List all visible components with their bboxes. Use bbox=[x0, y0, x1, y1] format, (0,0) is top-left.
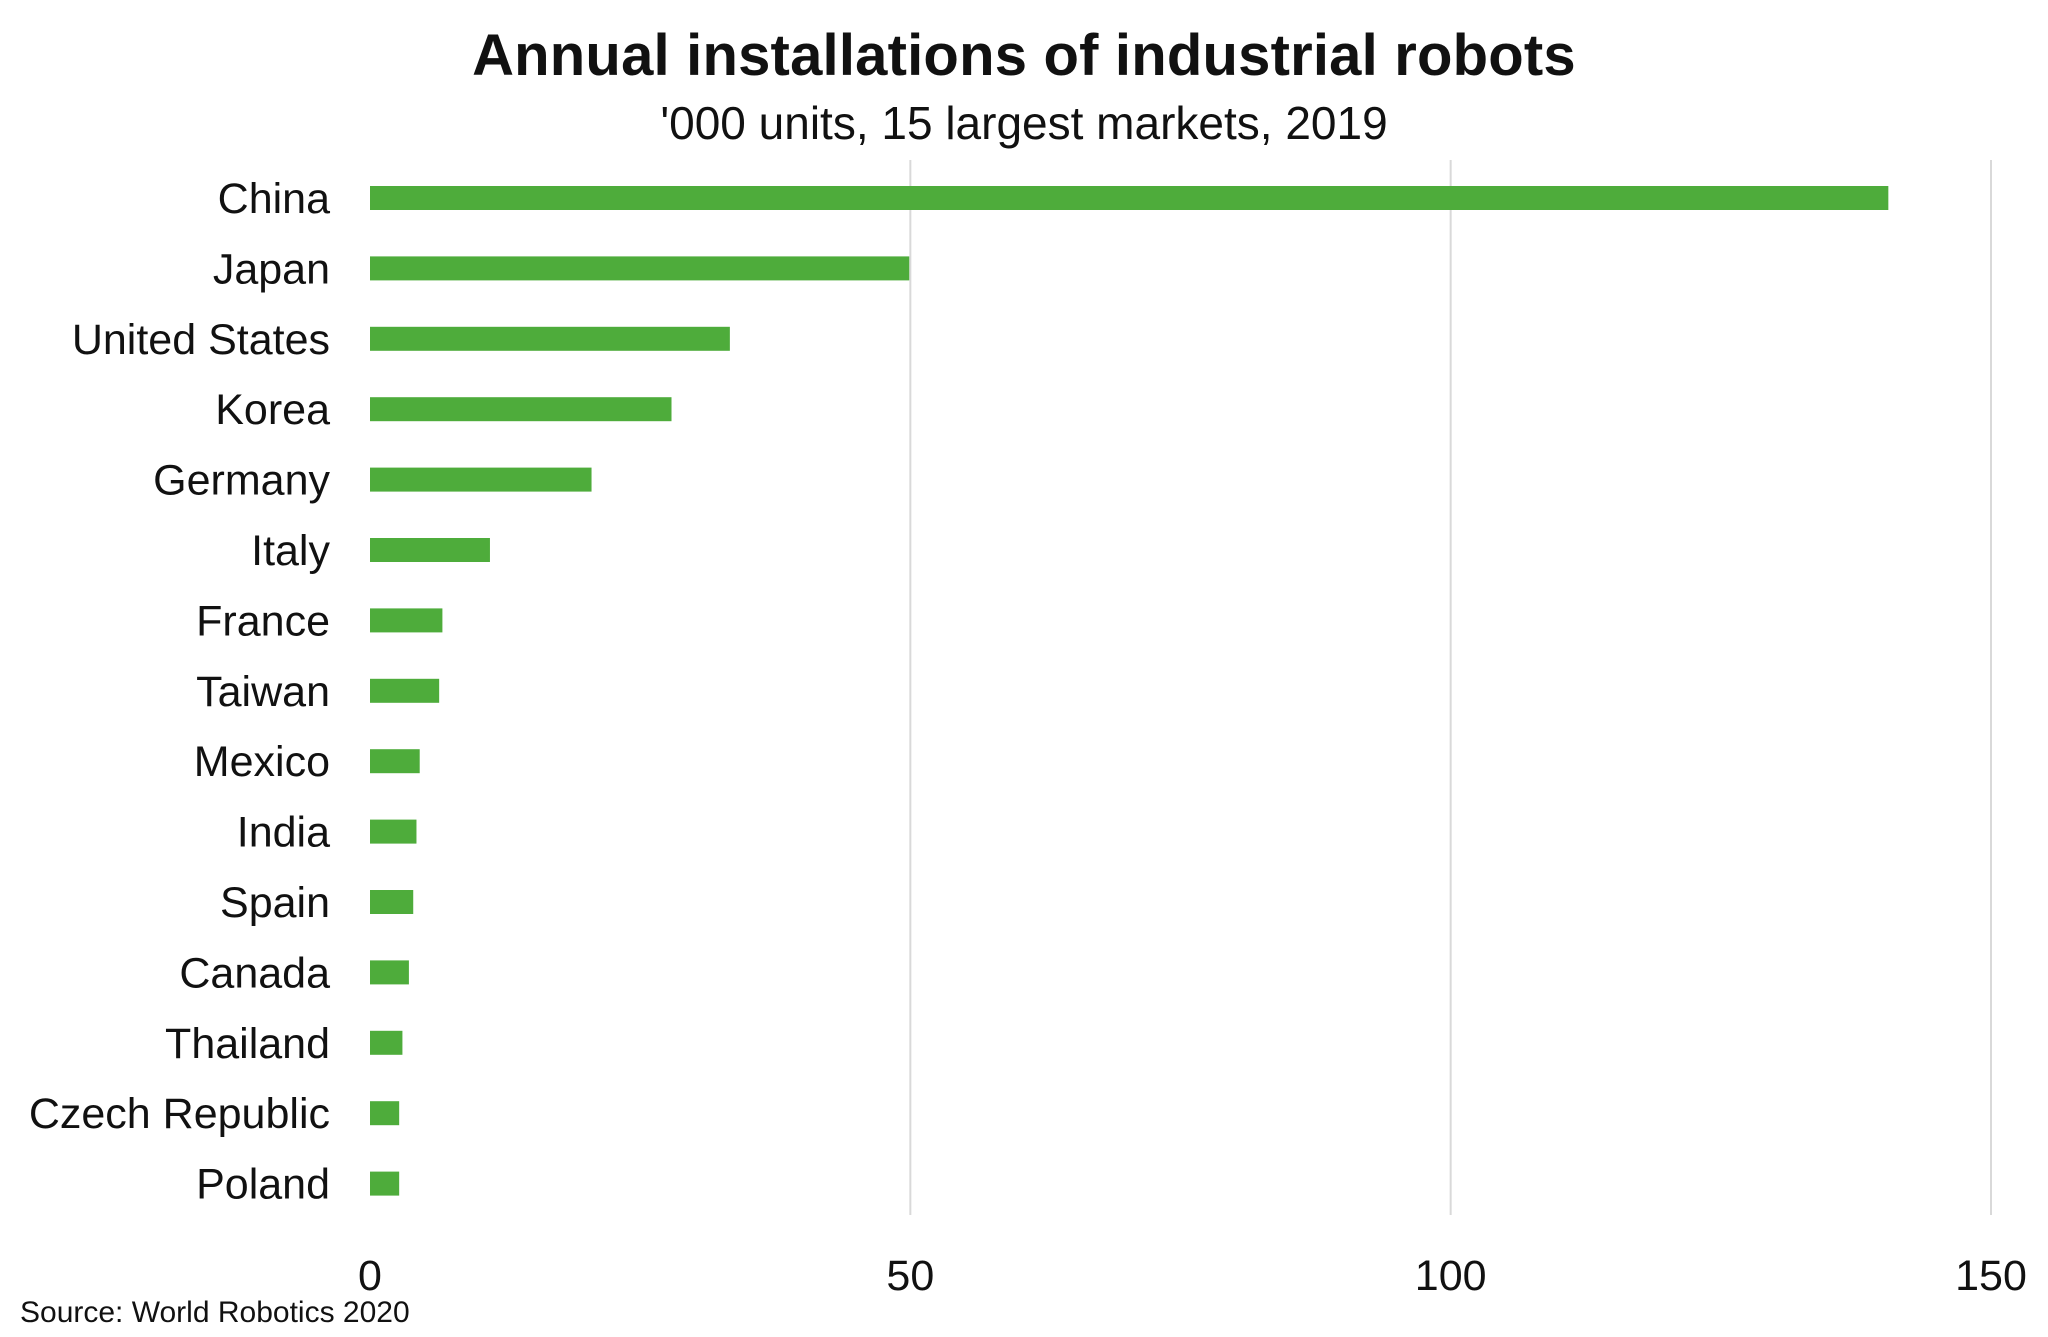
bar-czech-republic bbox=[370, 1101, 400, 1126]
category-label: Mexico bbox=[194, 738, 330, 786]
bar-spain bbox=[370, 890, 414, 914]
x-tick-label: 50 bbox=[886, 1252, 934, 1300]
bar-china bbox=[370, 186, 1889, 210]
category-label: Germany bbox=[153, 457, 330, 505]
category-label: France bbox=[196, 597, 330, 645]
category-label: Korea bbox=[215, 386, 330, 434]
category-label: Spain bbox=[220, 879, 330, 927]
chart-subtitle: '000 units, 15 largest markets, 2019 bbox=[660, 97, 1388, 149]
category-label: China bbox=[218, 175, 330, 223]
bar-united-states bbox=[370, 326, 730, 351]
x-tick-label: 100 bbox=[1415, 1252, 1487, 1300]
category-label: Japan bbox=[213, 245, 330, 293]
source-note: Source: World Robotics 2020 bbox=[20, 1296, 410, 1329]
category-label: India bbox=[237, 809, 330, 857]
bar-mexico bbox=[370, 749, 420, 774]
category-label: Taiwan bbox=[196, 668, 330, 716]
bar-france bbox=[370, 608, 443, 633]
bar-taiwan bbox=[370, 678, 440, 703]
bar-italy bbox=[370, 538, 490, 562]
category-label: United States bbox=[72, 316, 330, 364]
bar-germany bbox=[370, 467, 592, 492]
bar-japan bbox=[370, 256, 910, 281]
category-label: Canada bbox=[179, 949, 330, 997]
bar-korea bbox=[370, 397, 672, 422]
chart-title: Annual installations of industrial robot… bbox=[472, 23, 1576, 88]
bar-poland bbox=[370, 1171, 400, 1196]
bar-thailand bbox=[370, 1030, 403, 1055]
category-label: Thailand bbox=[165, 1020, 330, 1068]
category-label: Poland bbox=[196, 1161, 330, 1209]
category-label: Czech Republic bbox=[29, 1090, 330, 1138]
bar-canada bbox=[370, 960, 409, 985]
category-label: Italy bbox=[251, 527, 330, 575]
bar-india bbox=[370, 819, 417, 844]
x-tick-label: 150 bbox=[1955, 1252, 2027, 1300]
x-tick-label: 0 bbox=[358, 1252, 382, 1300]
